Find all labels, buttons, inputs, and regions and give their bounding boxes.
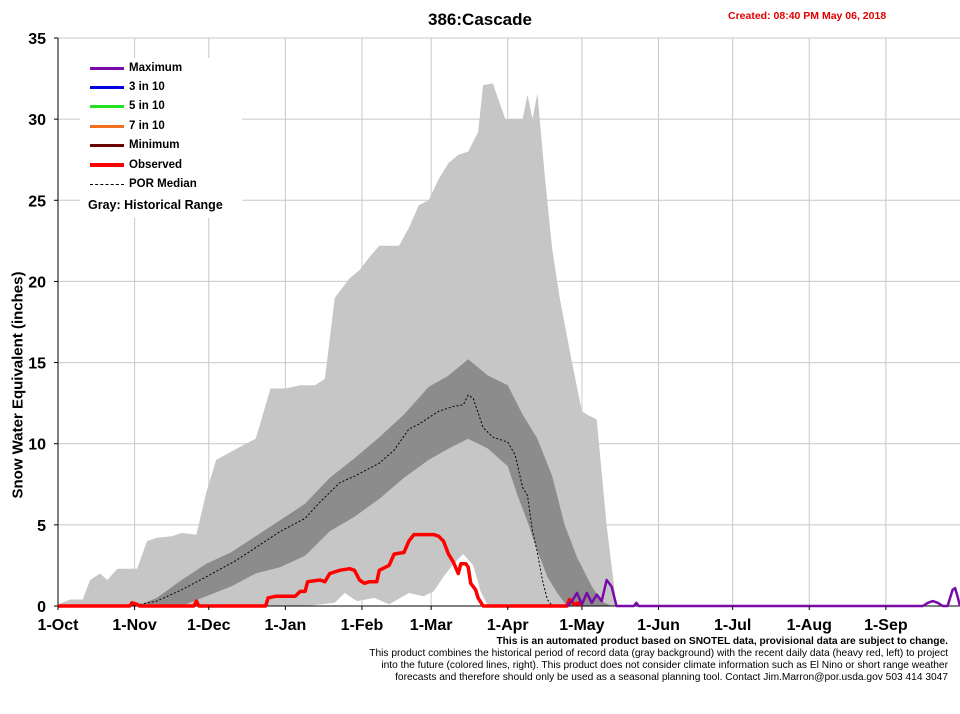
footnote: This is an automated product based on SN…	[228, 636, 948, 684]
y-axis-label: Snow Water Equivalent (inches)	[9, 271, 27, 499]
chart-legend: Maximum 3 in 10 5 in 10 7 in 10 Minimum …	[80, 58, 242, 218]
legend-swatch-minimum	[90, 143, 124, 147]
y-tick-label: 10	[28, 437, 46, 454]
x-tick-label: 1-Apr	[487, 617, 529, 634]
legend-label: POR Median	[129, 178, 197, 190]
legend-item-7-in-10: 7 in 10	[90, 119, 165, 133]
y-tick-label: 0	[37, 599, 46, 616]
footnote-line: forecasts and therefore should only be u…	[395, 672, 948, 683]
x-tick-label: 1-Mar	[410, 617, 453, 634]
y-tick-label: 5	[37, 518, 46, 535]
legend-item-3-in-10: 3 in 10	[90, 80, 165, 94]
created-timestamp: Created: 08:40 PM May 06, 2018	[728, 10, 887, 22]
chart-series	[58, 394, 960, 608]
x-tick-label: 1-Jun	[637, 617, 680, 634]
legend-swatch-maximum	[90, 66, 124, 70]
x-tick-label: 1-Oct	[38, 617, 80, 634]
legend-label: 7 in 10	[129, 120, 165, 132]
legend-swatch-7-in-10	[90, 124, 124, 128]
chart-bands	[58, 83, 960, 606]
legend-label: 3 in 10	[129, 81, 165, 93]
x-tick-label: 1-Jul	[714, 617, 751, 634]
legend-label: 5 in 10	[129, 100, 165, 112]
series-observed	[58, 532, 584, 608]
legend-item-observed: Observed	[90, 158, 182, 172]
chart-title: 386:Cascade	[428, 10, 532, 29]
legend-item-maximum: Maximum	[90, 61, 182, 75]
footnote-headline: This is an automated product based on SN…	[496, 636, 948, 647]
legend-item-por-median: POR Median	[90, 177, 197, 191]
chart-tick-labels: 0 5 10 15 20 25 30 35 1-Oct 1-Nov 1-Dec 1-Jan 1-Feb 1…	[28, 31, 908, 634]
x-tick-label: 1-Jan	[264, 617, 306, 634]
x-tick-label: 1-Feb	[341, 617, 384, 634]
legend-label: Maximum	[129, 62, 183, 74]
legend-swatch-5-in-10	[90, 104, 124, 108]
x-tick-label: 1-Dec	[187, 617, 231, 634]
y-tick-label: 25	[28, 193, 46, 210]
interquartile-band-area	[137, 359, 612, 606]
x-tick-label: 1-Sep	[864, 617, 908, 634]
y-tick-label: 35	[28, 31, 46, 48]
x-tick-label: 1-May	[559, 617, 604, 634]
footnote-line: This product combines the historical per…	[369, 648, 948, 659]
y-tick-label: 30	[28, 112, 46, 129]
legend-label: Observed	[129, 159, 183, 171]
series-por-median	[132, 394, 553, 607]
legend-item-minimum: Minimum	[90, 138, 179, 152]
legend-label: Minimum	[129, 139, 180, 151]
y-tick-label: 15	[28, 356, 46, 373]
series-maximum	[566, 578, 960, 608]
historical-range-area	[58, 83, 960, 606]
x-tick-label: 1-Aug	[787, 617, 832, 634]
x-tick-label: 1-Nov	[112, 617, 157, 634]
y-tick-label: 20	[28, 274, 46, 291]
legend-item-5-in-10: 5 in 10	[90, 99, 165, 113]
legend-gray-note: Gray: Historical Range	[88, 198, 223, 212]
legend-swatch-por-median	[90, 183, 124, 185]
legend-swatch-3-in-10	[90, 85, 124, 89]
footnote-line: into the future (colored lines, right). …	[381, 660, 948, 671]
legend-swatch-observed	[90, 163, 124, 167]
